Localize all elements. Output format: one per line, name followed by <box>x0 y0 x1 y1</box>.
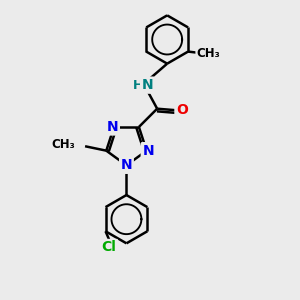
Text: N: N <box>107 120 118 134</box>
Text: N: N <box>142 78 153 92</box>
Text: N: N <box>142 144 154 158</box>
Text: Cl: Cl <box>102 241 116 254</box>
Text: O: O <box>176 103 188 117</box>
Text: N: N <box>121 158 132 172</box>
Text: CH₃: CH₃ <box>51 138 75 151</box>
Text: H: H <box>133 79 143 92</box>
Text: CH₃: CH₃ <box>197 46 220 60</box>
